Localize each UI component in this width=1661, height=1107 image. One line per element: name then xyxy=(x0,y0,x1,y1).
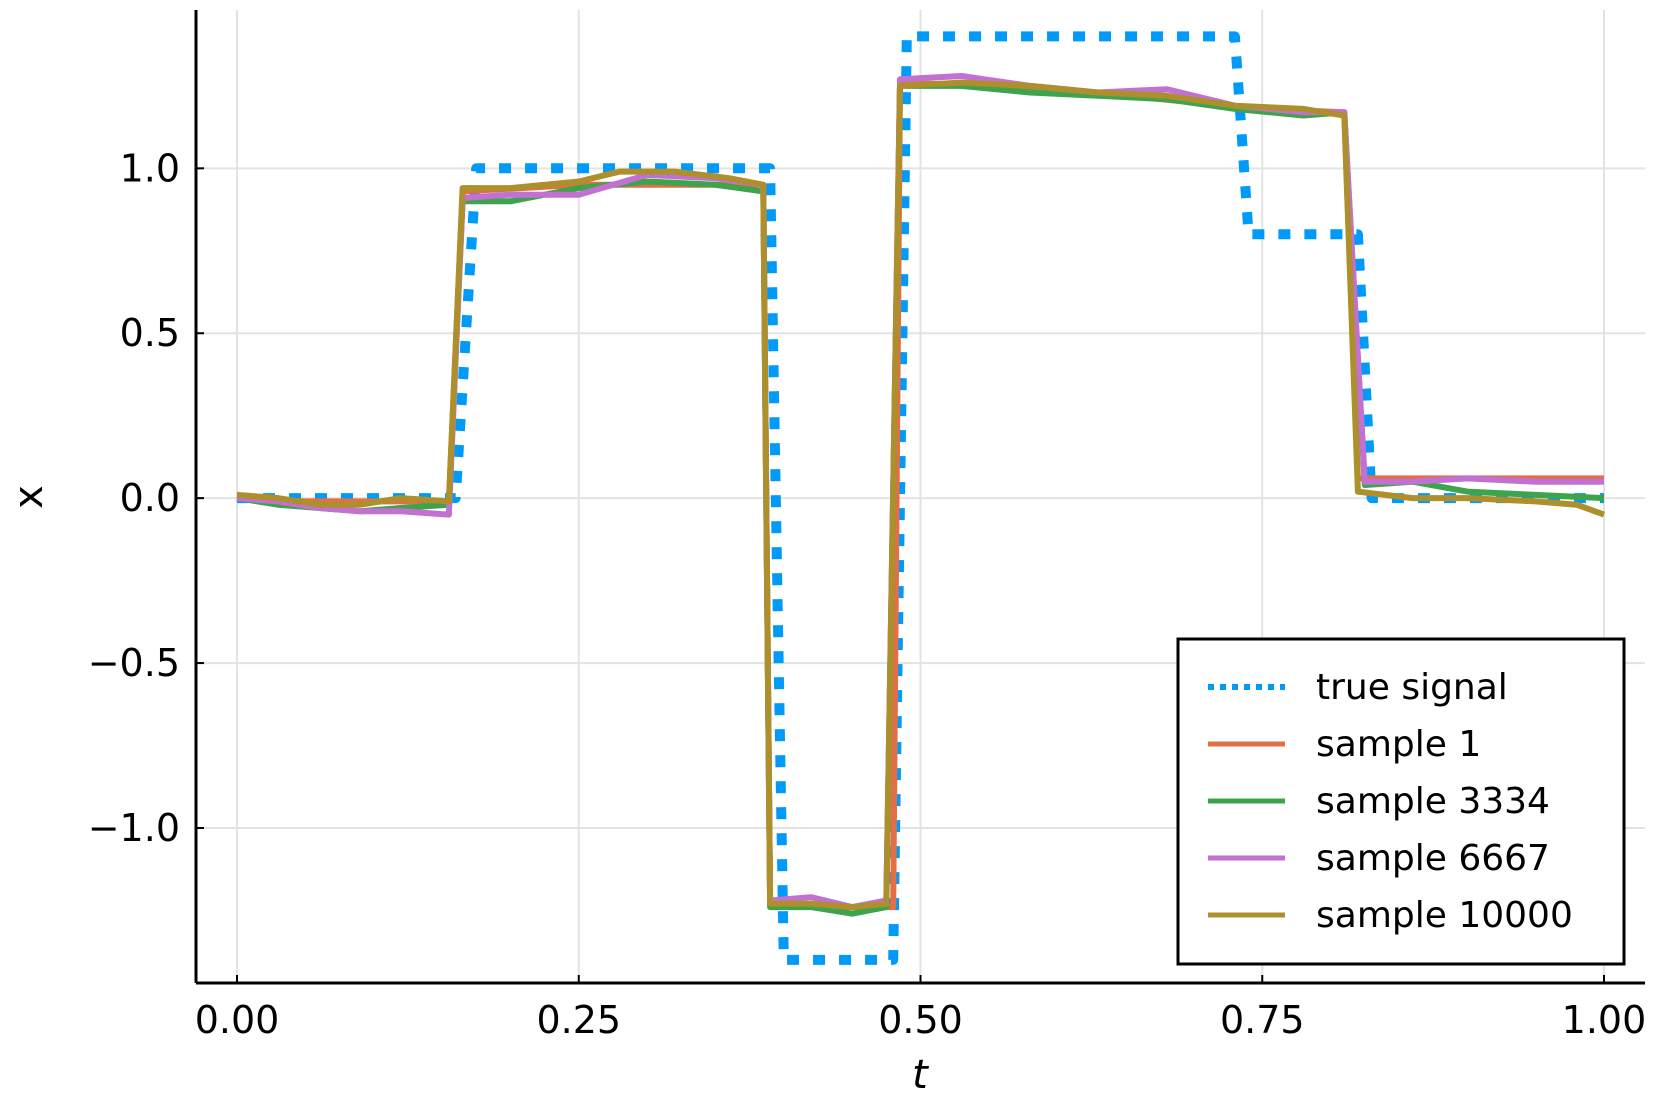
x-tick-label: 1.00 xyxy=(1562,998,1647,1042)
series-line-sample-10000 xyxy=(236,79,1606,911)
legend: true signal sample 1 sample 3334 sample 666… xyxy=(1176,637,1626,966)
y-tick-label: −1.0 xyxy=(88,806,180,850)
x-tick-label: 0.00 xyxy=(195,998,280,1042)
y-tick-label: −0.5 xyxy=(88,641,180,685)
legend-label: sample 1 xyxy=(1316,724,1481,765)
legend-label: true signal xyxy=(1316,667,1508,708)
x-tick-label: 0.75 xyxy=(1220,998,1305,1042)
tick-labels: 0.00 0.25 0.50 0.75 1.00 −1.0 −0.5 0.0 0.5 1.0 xyxy=(88,146,1647,1042)
series-lines xyxy=(236,31,1606,965)
y-axis-title: x xyxy=(6,485,52,509)
y-tick-label: 0.5 xyxy=(120,311,180,355)
y-tick-label: 1.0 xyxy=(120,146,180,190)
legend-label: sample 10000 xyxy=(1316,895,1573,936)
legend-label: sample 6667 xyxy=(1316,838,1550,879)
x-tick-label: 0.25 xyxy=(536,998,621,1042)
legend-label: sample 3334 xyxy=(1316,781,1550,822)
x-tick-label: 0.50 xyxy=(878,998,963,1042)
y-tick-label: 0.0 xyxy=(120,476,180,520)
series-line-true-signal xyxy=(237,31,1604,965)
x-axis-title: t xyxy=(912,1052,929,1098)
